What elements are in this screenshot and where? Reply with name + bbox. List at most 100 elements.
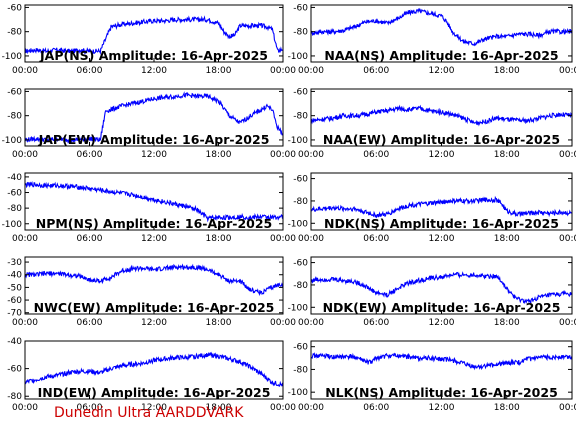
- y-tick-label: -80: [7, 28, 22, 38]
- panel-title: NDK(NS) Amplitude: 16-Apr-2025: [324, 216, 559, 231]
- x-tick-label: 00:00: [12, 66, 38, 76]
- x-tick-label: 00:00: [298, 403, 324, 413]
- panel-6: -70 -60 -50 -40 -30 00:00 06:00 12:00 18:00 00:00…: [7, 256, 296, 328]
- y-tick-label: -80: [293, 365, 308, 375]
- x-tick-label: 18:00: [206, 150, 232, 160]
- y-tick-label: -80: [293, 197, 308, 207]
- x-tick-label: 12:00: [429, 66, 455, 76]
- series-line: [24, 263, 284, 297]
- x-tick-label: 06:00: [77, 66, 103, 76]
- y-tick-label: -100: [288, 219, 309, 229]
- x-tick-label: 18:00: [494, 150, 520, 160]
- x-tick-label: 06:00: [363, 150, 389, 160]
- panel-3: -100 -80 -60 00:00 06:00 12:00 18:00 00:00 NAA(E…: [288, 87, 576, 160]
- x-tick-label: 00:00: [270, 318, 296, 328]
- y-tick-label: -70: [7, 309, 22, 319]
- y-tick-label: -100: [288, 388, 309, 398]
- panel-1: -100 -80 -60 00:00 06:00 12:00 18:00 00:00NAA(N…: [288, 3, 576, 76]
- x-tick-label: 18:00: [494, 66, 520, 76]
- x-tick-label: 06:00: [77, 234, 103, 244]
- panel-title: NWC(EW) Amplitude: 16-Apr-2025: [34, 300, 275, 315]
- panel-title: NPM(NS) Amplitude: 16-Apr-2025: [36, 216, 273, 231]
- footer-caption: Dunedin Ultra AARDDVARK: [54, 405, 244, 421]
- x-tick-label: 12:00: [141, 150, 167, 160]
- x-tick-label: 18:00: [494, 318, 520, 328]
- series-line: [310, 7, 573, 47]
- x-tick-label: 06:00: [363, 318, 389, 328]
- series-line: [310, 195, 573, 219]
- x-tick-label: 12:00: [141, 234, 167, 244]
- y-tick-label: -80: [293, 112, 308, 122]
- y-tick-label: -60: [7, 87, 22, 97]
- y-tick-label: -50: [7, 283, 22, 293]
- x-tick-label: 06:00: [77, 318, 103, 328]
- x-tick-label: 00:00: [12, 403, 38, 413]
- panel-title: NAA(EW) Amplitude: 16-Apr-2025: [323, 132, 560, 147]
- x-tick-label: 06:00: [77, 403, 103, 413]
- x-tick-label: 00:00: [559, 150, 576, 160]
- x-tick-label: 00:00: [270, 234, 296, 244]
- x-tick-label: 00:00: [270, 403, 296, 413]
- x-tick-label: 06:00: [363, 234, 389, 244]
- panel-9: -100 -80 -60 00:00 06:00 12:00 18:00 00:00NLK(N…: [288, 340, 576, 413]
- x-tick-label: 12:00: [429, 150, 455, 160]
- y-tick-label: -100: [288, 303, 309, 313]
- x-tick-label: 12:00: [141, 66, 167, 76]
- series-line: [310, 352, 573, 371]
- x-tick-label: 00:00: [270, 150, 296, 160]
- x-tick-label: 06:00: [77, 150, 103, 160]
- y-tick-label: -100: [288, 52, 309, 62]
- x-tick-label: 12:00: [429, 403, 455, 413]
- series-line: [24, 91, 284, 144]
- x-tick-label: 18:00: [494, 403, 520, 413]
- panel-title: NDK(EW) Amplitude: 16-Apr-2025: [323, 300, 561, 315]
- y-tick-label: -60: [293, 3, 308, 13]
- x-tick-label: 00:00: [298, 318, 324, 328]
- y-tick-label: -80: [293, 281, 308, 291]
- y-tick-label: -100: [2, 220, 23, 230]
- y-tick-label: -60: [7, 189, 22, 199]
- y-tick-label: -60: [7, 365, 22, 375]
- panel-0: -100 -80 -60 00:00 06:00 12:00 18:00 00:00JAP(N…: [2, 3, 297, 76]
- x-tick-label: 00:00: [12, 150, 38, 160]
- x-tick-label: 18:00: [206, 318, 232, 328]
- series-line: [24, 180, 284, 223]
- y-tick-label: -100: [288, 136, 309, 146]
- y-tick-label: -80: [7, 112, 22, 122]
- x-tick-label: 00:00: [12, 234, 38, 244]
- y-tick-label: -60: [293, 87, 308, 97]
- y-tick-label: -80: [293, 28, 308, 38]
- y-tick-label: -80: [7, 392, 22, 402]
- y-tick-label: -30: [7, 258, 22, 268]
- x-tick-label: 18:00: [494, 234, 520, 244]
- y-tick-label: -60: [7, 296, 22, 306]
- x-tick-label: 12:00: [141, 318, 167, 328]
- y-tick-label: -100: [2, 52, 23, 62]
- y-tick-label: -60: [293, 259, 308, 269]
- x-tick-label: 00:00: [298, 234, 324, 244]
- panel-title: NLK(NS) Amplitude: 16-Apr-2025: [325, 385, 558, 400]
- series-line: [24, 351, 284, 388]
- panel-5: -100 -80 -60 00:00 06:00 12:00 18:00 00:00NDK(N…: [288, 172, 576, 244]
- x-tick-label: 00:00: [270, 66, 296, 76]
- y-tick-label: -40: [7, 337, 22, 347]
- y-tick-label: -40: [7, 271, 22, 281]
- x-tick-label: 00:00: [12, 318, 38, 328]
- panel-title: JAP(EW) Amplitude: 16-Apr-2025: [38, 132, 270, 147]
- y-tick-label: -60: [293, 343, 308, 353]
- x-tick-label: 12:00: [429, 234, 455, 244]
- x-tick-label: 00:00: [559, 403, 576, 413]
- x-tick-label: 00:00: [559, 66, 576, 76]
- x-tick-label: 18:00: [206, 234, 232, 244]
- y-tick-label: -40: [7, 173, 22, 183]
- x-tick-label: 18:00: [206, 66, 232, 76]
- x-tick-label: 12:00: [141, 403, 167, 413]
- x-tick-label: 00:00: [559, 234, 576, 244]
- panel-title: NAA(NS) Amplitude: 16-Apr-2025: [324, 48, 558, 63]
- series-line: [24, 15, 284, 56]
- x-tick-label: 00:00: [559, 318, 576, 328]
- panel-title: IND(EW) Amplitude: 16-Apr-2025: [38, 385, 271, 400]
